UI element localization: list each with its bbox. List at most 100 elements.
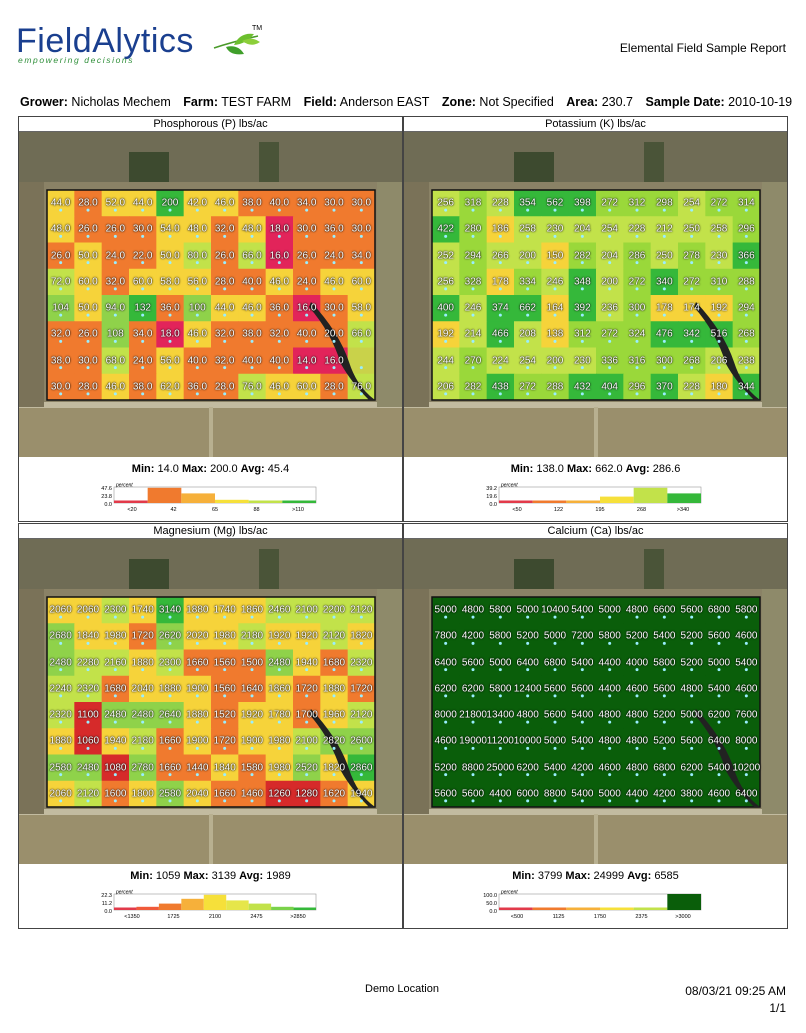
zone-cell [74,190,103,217]
zone-cell [432,242,460,270]
zone-cell [514,216,542,243]
sample-point [444,339,448,343]
sample-value: 1580 [240,762,264,774]
zone-cell [320,242,349,270]
sample-point [223,641,227,645]
sample-point [332,313,336,317]
sample-value: 34.0 [132,328,153,340]
sample-value: 5200 [680,657,703,669]
sample-point [526,234,530,238]
legend-bar [248,500,283,503]
zone-cell [705,295,734,322]
fieldalytics-logo: FieldAlytics empowering decisions TM [16,24,266,68]
zone-cell [514,597,542,624]
sample-value: 5400 [571,788,594,800]
zone-cell [568,623,597,650]
sample-value: 340 [655,276,673,288]
sample-point [471,694,475,698]
sample-point [223,773,227,777]
zone-cell [265,728,294,755]
sample-point [580,366,584,370]
sample-point [553,392,557,396]
avg-label: Avg: [240,463,265,475]
sample-point [635,694,639,698]
zone-cell [568,268,597,296]
legend-histogram: 100.0 50.0 0.0 percent <500 1125 1750 2375 >3000 [483,890,702,920]
sample-value: 104 [52,302,69,314]
zone-cell [678,216,706,243]
sample-point [113,694,117,698]
sample-value: 6600 [653,604,676,616]
zone-cell [432,597,460,624]
zone-cell [265,321,294,348]
sample-point [662,287,666,291]
sample-point [717,392,721,396]
sample-value: 40.0 [269,355,290,367]
legend-x-tick: 2475 [250,914,262,920]
sample-value: 3800 [680,788,703,800]
sample-point [86,313,90,317]
sample-value: 46.0 [187,328,208,340]
sample-value: 1600 [104,788,127,800]
sample-value: 186 [491,223,509,235]
sample-value: 18.0 [160,328,180,340]
sample-point [332,339,336,343]
zone-cell [623,242,652,270]
zone-cell [293,216,321,243]
zone-cell [183,702,212,729]
min-value: 14.0 [157,463,179,475]
sample-point [744,668,748,672]
zone-cell [623,268,652,296]
zone-cell [732,347,761,375]
farm-label: Farm: [183,95,218,109]
sample-value: 2780 [131,762,154,774]
sample-point [498,641,502,645]
sample-value: 296 [628,381,646,393]
sample-value: 1560 [213,683,236,695]
sample-value: 5000 [543,735,567,747]
zone-cell [623,597,652,624]
sample-value: 66.0 [242,250,262,262]
sample-value: 5400 [571,604,594,616]
sample-value: 1640 [240,683,264,695]
sample-point [717,615,721,619]
zone-cell [265,702,294,729]
sample-point [305,615,309,619]
zone-cell [47,754,75,782]
zone-cell [101,190,130,217]
zone-cell [705,675,734,703]
sample-point [141,261,145,265]
zone-cell [183,623,212,650]
sample-value: 178 [491,276,509,288]
sample-point [498,799,502,803]
sample-point [305,261,309,265]
sample-value: 272 [601,197,618,209]
sample-point [744,339,748,343]
sample-point [223,694,227,698]
sample-point [744,287,748,291]
sample-value: 400 [437,302,454,314]
sample-value: 4800 [461,604,485,616]
sample-value: 1980 [268,762,291,774]
sample-value: 30.0 [296,223,317,235]
zone-cell [320,623,349,650]
zone-cell [47,295,75,322]
zone-cell [568,754,597,782]
legend-bar [114,500,148,503]
zone-cell [596,242,624,270]
zone-cell [732,649,761,677]
zone-cell [347,242,376,270]
sample-point [690,287,694,291]
sample-value: 32.0 [214,223,235,235]
zone-cell [211,623,239,650]
sample-point [141,208,145,212]
sample-point [635,615,639,619]
zone-cell [650,675,679,703]
sample-point [471,720,475,724]
sample-value: 1460 [240,788,264,800]
sample-value: 60.0 [78,276,98,288]
zone-cell [596,728,624,755]
legend-y-tick: 0.0 [104,909,112,915]
min-label: Min: [510,463,534,475]
sample-value: 4200 [461,630,485,642]
